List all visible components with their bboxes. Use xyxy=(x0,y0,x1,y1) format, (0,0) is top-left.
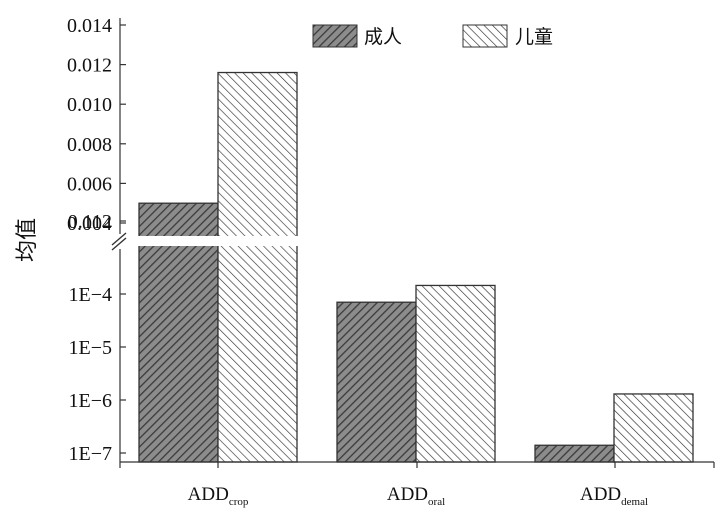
bar-child-oral xyxy=(415,284,496,463)
y-tick-label: 0.010 xyxy=(67,94,112,116)
bar-adult-crop xyxy=(138,202,219,463)
x-tick-label-oral: ADDoral xyxy=(387,484,445,508)
x-ticks: ADDcrop ADDoral ADDdemal xyxy=(119,462,715,508)
y-tick-label: 0.012 xyxy=(67,55,112,77)
legend: 成人 儿童 xyxy=(312,24,553,48)
y-tick-label: 1E−5 xyxy=(69,337,113,359)
y-axis-label: 均值 xyxy=(15,218,40,262)
y-tick-label: 1E−7 xyxy=(69,443,113,465)
y-tick-label: 0.006 xyxy=(67,173,112,195)
bar-adult-demal xyxy=(534,444,615,463)
bar-child-demal xyxy=(613,393,694,463)
bar-child-crop xyxy=(217,71,298,463)
x-tick-label-demal: ADDdemal xyxy=(580,484,648,508)
y-tick-label: 1E−4 xyxy=(69,284,113,306)
legend-label-child: 儿童 xyxy=(515,26,553,48)
bar-adult-oral xyxy=(336,301,417,463)
x-tick-label-crop: ADDcrop xyxy=(188,484,249,508)
y-tick-label: 0.004 xyxy=(67,213,112,235)
y-tick-label: 0.014 xyxy=(67,15,112,37)
legend-swatch-child xyxy=(462,24,508,48)
legend-swatch-adult xyxy=(312,24,358,48)
y-tick-label: 0.112 xyxy=(68,211,112,233)
bars-group xyxy=(138,71,694,463)
axis-break xyxy=(111,232,302,251)
y-tick-label: 1E−6 xyxy=(69,390,113,412)
legend-label-adult: 成人 xyxy=(364,26,402,48)
y-tick-label: 0.008 xyxy=(67,134,112,156)
